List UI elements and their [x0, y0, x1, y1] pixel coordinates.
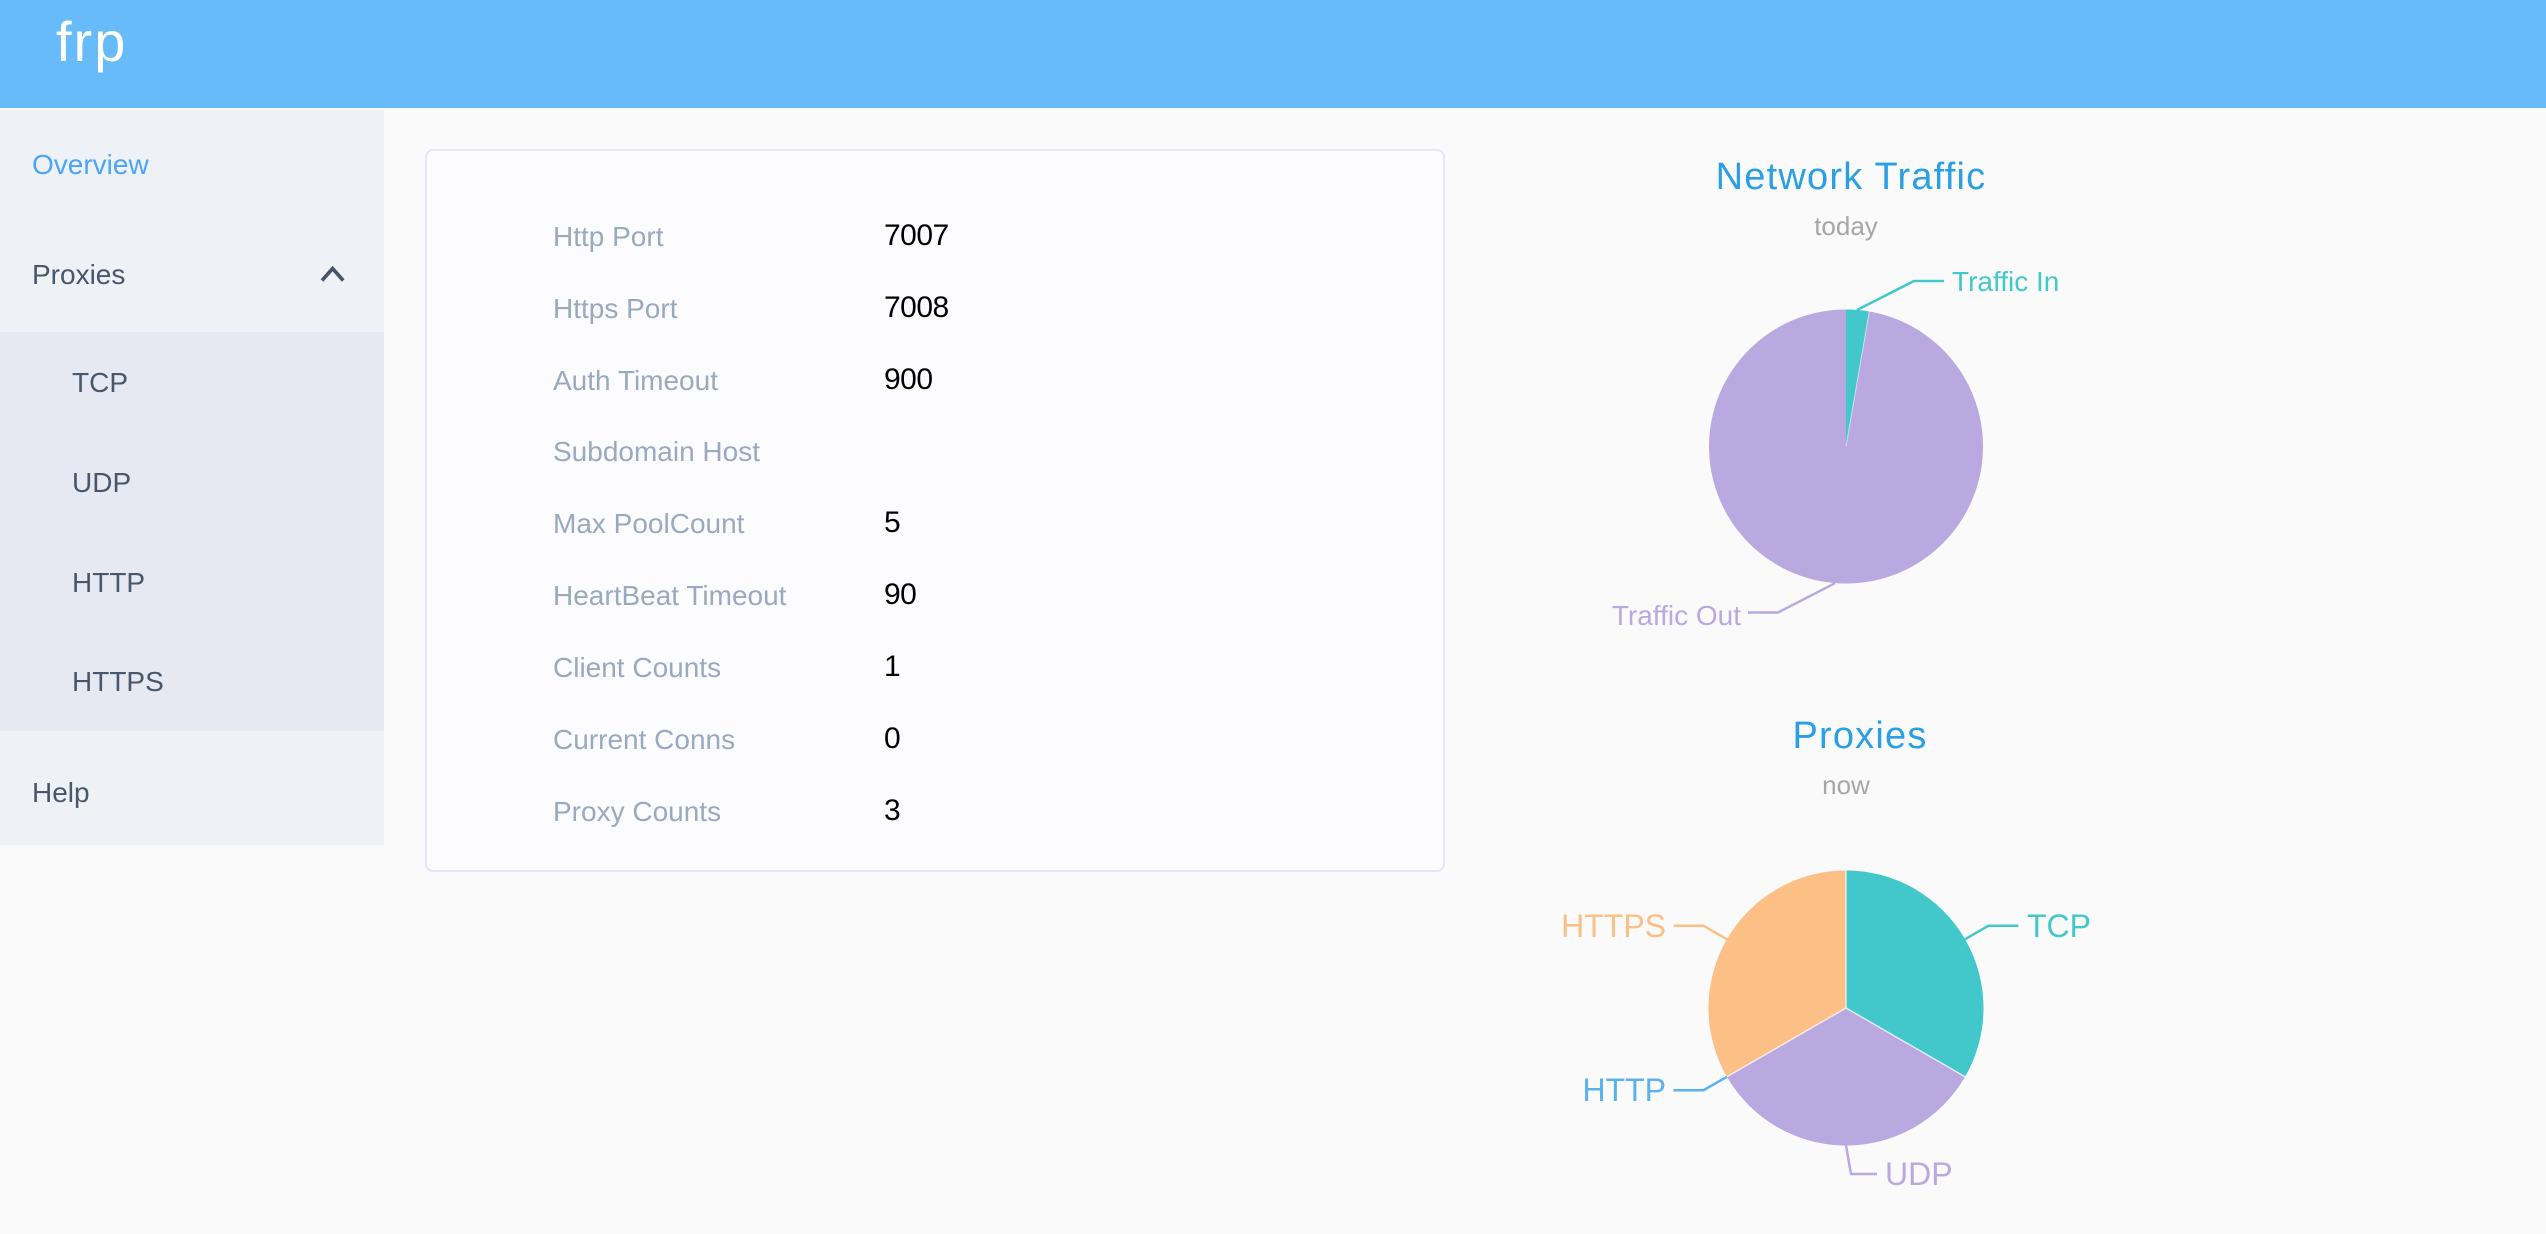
svg-text:Traffic In: Traffic In [1952, 266, 2059, 297]
svg-text:TCP: TCP [2027, 908, 2091, 944]
svg-text:Proxies: Proxies [1792, 715, 1927, 757]
svg-text:Traffic Out: Traffic Out [1612, 600, 1741, 631]
svg-text:HTTP: HTTP [1582, 1072, 1666, 1108]
svg-text:now: now [1822, 770, 1870, 800]
svg-text:HTTPS: HTTPS [1561, 908, 1666, 944]
svg-text:UDP: UDP [1885, 1156, 1953, 1192]
svg-text:Network Traffic: Network Traffic [1716, 156, 1987, 198]
svg-text:today: today [1814, 211, 1878, 241]
